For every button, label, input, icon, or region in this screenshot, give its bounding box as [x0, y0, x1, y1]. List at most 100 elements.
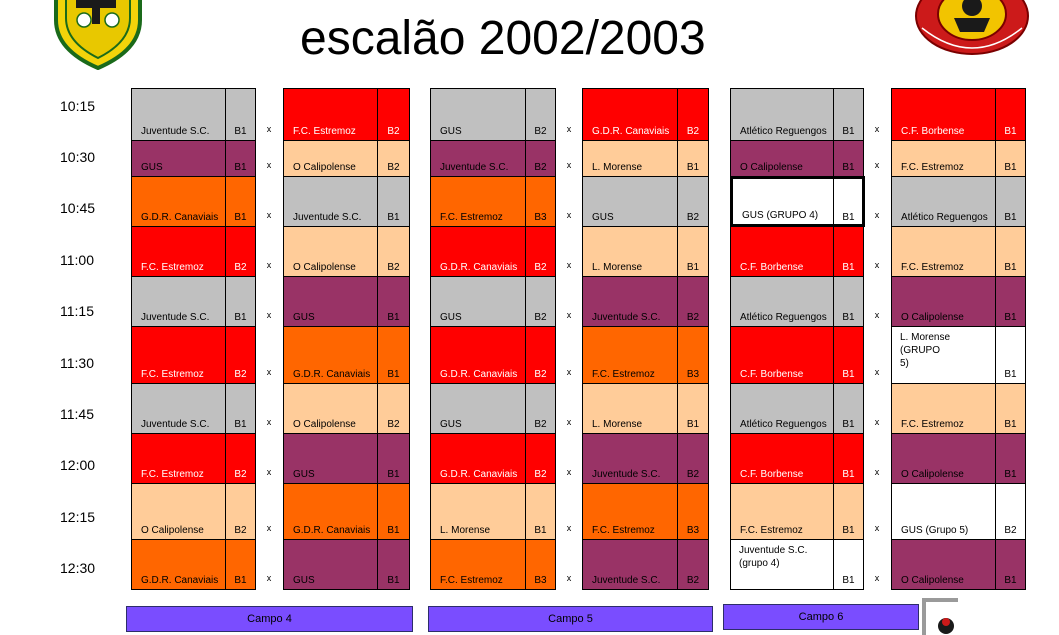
versus-label: x: [566, 367, 572, 377]
group-cell: B2: [225, 226, 256, 277]
group-cell: B1: [833, 276, 864, 327]
team-cell: O Calipolense: [283, 226, 378, 277]
club-crest-left-icon: [54, 0, 142, 70]
team-cell: Juventude S.C.: [131, 276, 226, 327]
team-cell: C.F. Borbense: [891, 88, 996, 141]
group-cell: B2: [677, 433, 709, 484]
versus-label: x: [566, 467, 572, 477]
team-cell: F.C. Estremoz: [131, 226, 226, 277]
group-cell: B1: [833, 383, 864, 434]
field-label-campo-4: Campo 4: [126, 606, 413, 632]
team-cell: Juventude S.C.: [283, 176, 378, 227]
group-cell: B2: [377, 88, 410, 141]
team-cell: GUS (GRUPO 4): [730, 176, 865, 227]
versus-label: x: [566, 260, 572, 270]
group-cell: B2: [377, 226, 410, 277]
team-cell: G.D.R. Canaviais: [430, 326, 526, 384]
group-cell: B2: [677, 276, 709, 327]
team-cell: Juventude S.C.: [582, 433, 678, 484]
versus-label: x: [266, 573, 272, 583]
group-cell: B2: [377, 383, 410, 434]
group-cell: B1: [833, 483, 864, 540]
versus-label: x: [266, 160, 272, 170]
time-label: 12:15: [60, 509, 96, 525]
group-cell: B1: [377, 539, 410, 590]
versus-label: x: [566, 310, 572, 320]
group-cell: B2: [677, 88, 709, 141]
versus-label: x: [874, 124, 880, 134]
team-cell: G.D.R. Canaviais: [582, 88, 678, 141]
group-cell: B2: [225, 483, 256, 540]
group-cell: B1: [225, 276, 256, 327]
team-cell: Juventude S.C. (grupo 4): [730, 539, 834, 590]
versus-label: x: [266, 310, 272, 320]
versus-label: x: [266, 210, 272, 220]
team-cell: Atlético Reguengos: [730, 276, 834, 327]
versus-label: x: [874, 310, 880, 320]
group-cell: B1: [995, 226, 1026, 277]
time-label: 11:30: [60, 355, 94, 371]
group-cell: B2: [525, 276, 556, 327]
corner-logo-icon: [922, 598, 958, 635]
group-cell: B1: [995, 88, 1026, 141]
versus-label: x: [874, 417, 880, 427]
group-cell: B1: [677, 226, 709, 277]
group-cell: B3: [525, 176, 556, 227]
group-cell: B3: [677, 483, 709, 540]
group-cell: B3: [525, 539, 556, 590]
team-cell: C.F. Borbense: [730, 326, 834, 384]
time-label: 11:00: [60, 252, 94, 268]
group-cell: B1: [833, 433, 864, 484]
team-cell: G.D.R. Canaviais: [131, 176, 226, 227]
group-cell: B2: [525, 326, 556, 384]
group-cell: B3: [677, 326, 709, 384]
team-cell: O Calipolense: [283, 140, 378, 177]
team-cell: L. Morense: [582, 383, 678, 434]
team-cell: L. Morense: [582, 140, 678, 177]
team-cell: L. Morense: [582, 226, 678, 277]
team-cell: O Calipolense: [891, 433, 996, 484]
team-cell: C.F. Borbense: [730, 433, 834, 484]
time-label: 11:45: [60, 406, 94, 422]
team-cell: O Calipolense: [283, 383, 378, 434]
time-label: 10:15: [60, 98, 96, 114]
group-cell: B1: [995, 433, 1026, 484]
versus-label: x: [874, 573, 880, 583]
group-cell: B1: [833, 326, 864, 384]
versus-label: x: [266, 367, 272, 377]
field-label-campo-5: Campo 5: [428, 606, 713, 632]
group-cell: B2: [225, 326, 256, 384]
group-cell: B1: [833, 539, 864, 590]
versus-label: x: [266, 417, 272, 427]
team-cell: F.C. Estremoz: [730, 483, 834, 540]
team-cell: Juventude S.C.: [582, 539, 678, 590]
team-cell: F.C. Estremoz: [891, 383, 996, 434]
team-cell: Juventude S.C.: [582, 276, 678, 327]
versus-label: x: [266, 124, 272, 134]
team-cell: O Calipolense: [131, 483, 226, 540]
group-cell: B1: [677, 383, 709, 434]
team-cell: GUS: [430, 88, 526, 141]
group-cell: B2: [225, 433, 256, 484]
versus-label: x: [566, 160, 572, 170]
team-cell: O Calipolense: [891, 276, 996, 327]
group-cell: B1: [377, 483, 410, 540]
team-cell: GUS: [283, 539, 378, 590]
versus-label: x: [874, 260, 880, 270]
group-cell: B1: [377, 176, 410, 227]
time-label: 10:45: [60, 200, 96, 216]
team-cell: Atlético Reguengos: [730, 88, 834, 141]
team-cell: F.C. Estremoz: [582, 326, 678, 384]
versus-label: x: [566, 417, 572, 427]
group-cell: B1: [833, 226, 864, 277]
versus-label: x: [566, 573, 572, 583]
team-cell: GUS: [582, 176, 678, 227]
versus-label: x: [266, 260, 272, 270]
group-cell: B2: [525, 383, 556, 434]
group-cell: B1: [833, 176, 864, 227]
group-cell: B2: [525, 226, 556, 277]
group-cell: B1: [995, 176, 1026, 227]
group-cell: B1: [377, 433, 410, 484]
group-cell: B2: [525, 88, 556, 141]
group-cell: B1: [377, 276, 410, 327]
